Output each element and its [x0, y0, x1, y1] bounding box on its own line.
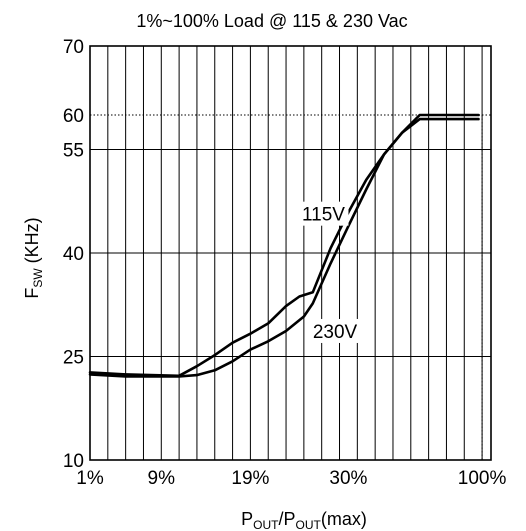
grid	[90, 46, 491, 460]
x-tick-label: 1%	[76, 468, 104, 489]
x-tick-label: 19%	[231, 468, 269, 489]
y-tick-label: 10	[63, 451, 84, 472]
annotation-background	[298, 201, 349, 226]
chart-title: 1%~100% Load @ 115 & 230 Vac	[136, 11, 407, 31]
reference-lines	[90, 114, 491, 460]
annotations: 115V 230V	[298, 201, 361, 343]
y-tick-label: 55	[63, 141, 84, 162]
series-lines	[88, 113, 480, 378]
plot-frame	[89, 45, 492, 461]
y-axis-label: FSW (KHz)	[22, 217, 45, 298]
x-tick-label: 100%	[458, 468, 507, 489]
x-tick-label: 30%	[329, 468, 367, 489]
x-axis-label: POUT/POUT(max)	[241, 509, 367, 531]
x-tick-label: 9%	[148, 468, 176, 489]
tick-labels: 10 25 40 55 60 70 1% 9% 19% 30% 100%	[63, 37, 507, 489]
y-tick-label: 25	[63, 348, 84, 369]
y-tick-label: 60	[63, 106, 84, 127]
annotation-background	[310, 318, 361, 343]
annotation-115v: 115V	[302, 205, 345, 226]
series-line-115v	[88, 113, 480, 378]
series-line-230v	[88, 117, 480, 378]
y-tick-label: 70	[63, 37, 84, 58]
annotation-230v: 230V	[313, 322, 358, 343]
y-tick-label: 40	[63, 244, 84, 265]
